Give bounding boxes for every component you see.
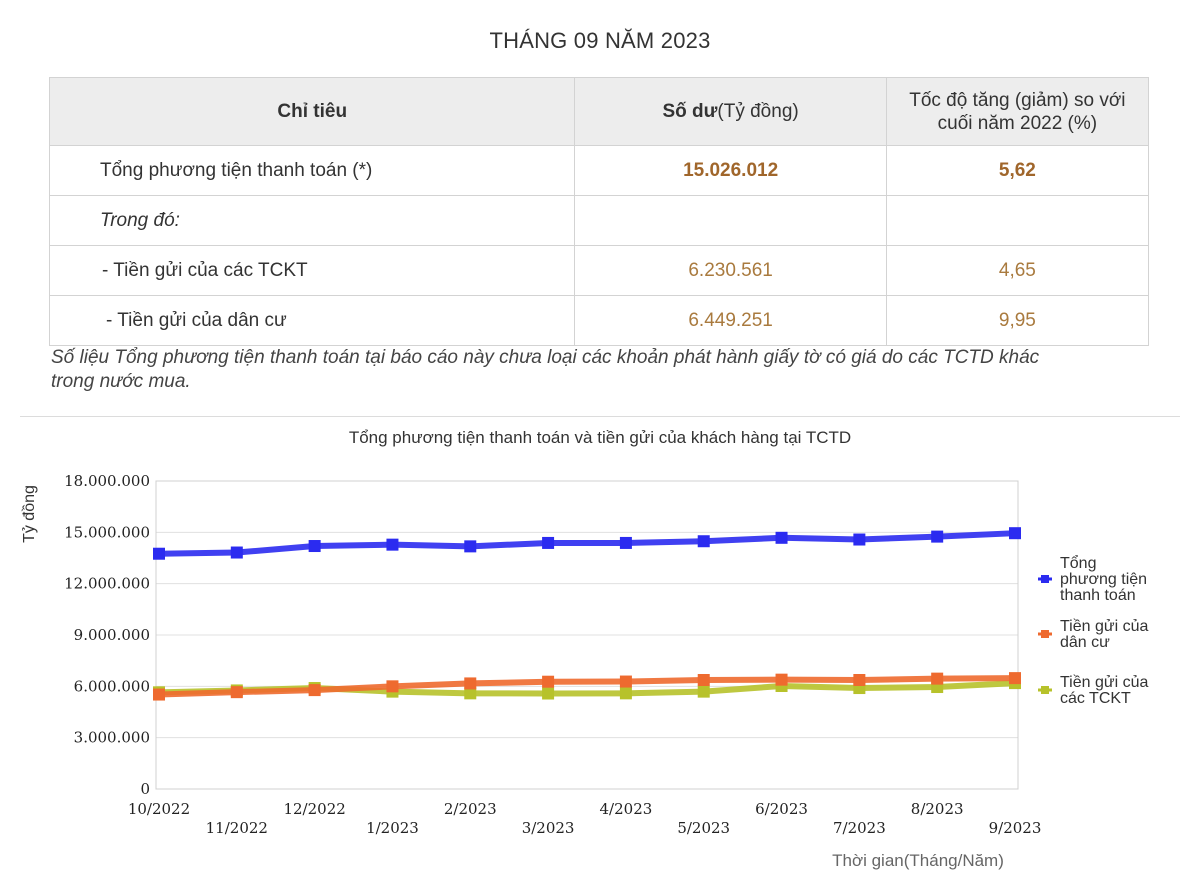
footnote-line2: trong nước mua. [51, 371, 191, 392]
header-balance: Số dư(Tỷ đồng) [574, 77, 887, 146]
data-point [308, 684, 321, 697]
row-balance: 15.026.012 [574, 145, 887, 196]
row-label: - Tiền gửi của các TCKT [48, 245, 576, 296]
x-tick-label: 9/2023 [989, 819, 1042, 837]
table-row: Trong đó: [48, 195, 1150, 246]
data-point [697, 685, 710, 698]
y-tick-label: 12.000.000 [64, 575, 150, 593]
legend-marker [1041, 686, 1049, 694]
data-point [542, 536, 555, 549]
x-tick-label: 1/2023 [366, 819, 419, 837]
table-row: - Tiền gửi của các TCKT 6.230.561 4,65 [48, 245, 1150, 296]
row-balance [574, 195, 887, 246]
x-tick-label: 8/2023 [911, 800, 964, 818]
table-row: - Tiền gửi của dân cư 6.449.251 9,95 [48, 295, 1150, 346]
data-point [386, 680, 399, 693]
footnote-line1: Số liệu Tổng phương tiện thanh toán tại … [51, 347, 1040, 368]
data-point [464, 677, 477, 690]
x-tick-label: 11/2022 [206, 819, 268, 837]
data-point [230, 686, 243, 699]
legend-label: các TCKT [1060, 690, 1131, 707]
data-point [230, 546, 243, 559]
footnote: Số liệu Tổng phương tiện thanh toán tại … [51, 346, 1151, 394]
page-title: THÁNG 09 NĂM 2023 [489, 28, 711, 53]
x-tick-label: 2/2023 [444, 800, 497, 818]
series-line [156, 675, 1018, 698]
data-point [153, 688, 165, 701]
x-tick-label: 5/2023 [677, 819, 730, 837]
y-tick-label: 15.000.000 [64, 523, 150, 541]
data-point [775, 531, 788, 544]
data-point [931, 530, 944, 543]
row-growth [885, 195, 1150, 246]
table-row: Tổng phương tiện thanh toán (*) 15.026.0… [48, 145, 1150, 196]
data-point [308, 540, 321, 553]
data-point [464, 687, 477, 700]
header-balance-bold: Số dư [662, 100, 718, 122]
row-balance: 6.230.561 [574, 245, 887, 296]
legend-label: Tiền gửi của [1060, 674, 1148, 691]
data-point [542, 687, 555, 700]
data-point [386, 538, 399, 551]
x-tick-label: 10/2022 [128, 800, 190, 818]
x-tick-label: 12/2022 [283, 800, 345, 818]
row-balance: 6.449.251 [574, 295, 887, 346]
data-point [619, 536, 632, 549]
row-label: - Tiền gửi của dân cư [48, 295, 576, 346]
x-tick-label: 7/2023 [833, 819, 886, 837]
data-point [153, 547, 165, 560]
data-point [697, 535, 710, 548]
legend-label: thanh toán [1060, 587, 1136, 604]
table-header-row: Chỉ tiêu Số dư(Tỷ đồng) Tốc độ tăng (giả… [48, 77, 1150, 146]
series-line [156, 530, 1018, 557]
x-tick-label: 4/2023 [600, 800, 653, 818]
header-growth-line2: cuối năm 2022 (%) [937, 112, 1098, 134]
data-point [853, 533, 866, 546]
data-point [931, 672, 944, 685]
legend-marker [1041, 630, 1049, 638]
x-tick-label: 3/2023 [522, 819, 575, 837]
legend-label: phương tiện [1060, 571, 1147, 588]
y-tick-label: 18.000.000 [64, 472, 150, 490]
section-divider [20, 416, 1180, 417]
x-tick-label: 6/2023 [755, 800, 808, 818]
y-axis-label: Tỷ đồng [21, 485, 38, 543]
row-growth: 9,95 [885, 295, 1150, 346]
data-point [775, 673, 788, 686]
chart-title: Tổng phương tiện thanh toán và tiền gửi … [349, 428, 851, 447]
data-point [542, 675, 555, 688]
data-point [697, 674, 710, 687]
row-label: Tổng phương tiện thanh toán (*) [48, 145, 576, 196]
plot-area [155, 480, 1019, 790]
row-growth: 5,62 [885, 145, 1150, 196]
y-tick-label: 3.000.000 [74, 729, 150, 747]
data-point [853, 674, 866, 687]
legend-label: dân cư [1060, 634, 1110, 651]
legend-marker [1041, 575, 1049, 583]
row-growth: 4,65 [885, 245, 1150, 296]
header-indicator: Chỉ tiêu [48, 77, 576, 146]
data-point [1009, 672, 1021, 685]
header-balance-unit: (Tỷ đồng) [717, 100, 799, 122]
y-tick-label: 0 [140, 780, 150, 798]
data-point [1009, 527, 1021, 540]
y-tick-label: 9.000.000 [74, 626, 150, 644]
data-point [619, 675, 632, 688]
statistics-table: Chỉ tiêu Số dư(Tỷ đồng) Tốc độ tăng (giả… [48, 77, 1150, 346]
legend-label: Tổng [1060, 554, 1096, 572]
legend-label: Tiền gửi của [1060, 618, 1148, 635]
header-growth: Tốc độ tăng (giảm) so với cuối năm 2022 (… [885, 77, 1150, 146]
header-growth-line1: Tốc độ tăng (giảm) so với [909, 89, 1126, 111]
x-axis-label: Thời gian(Tháng/Năm) [832, 851, 1004, 870]
data-point [464, 540, 477, 553]
y-tick-label: 6.000.000 [74, 677, 150, 695]
data-point [619, 687, 632, 700]
